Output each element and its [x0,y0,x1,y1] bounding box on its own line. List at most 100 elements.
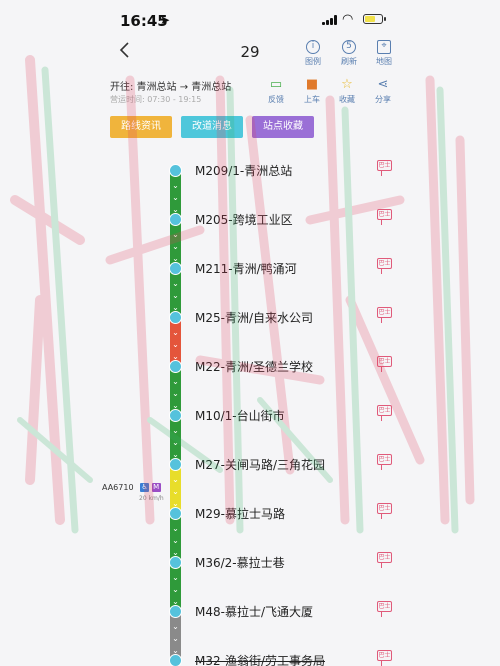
feedback-button[interactable]: ▭ 反馈 [258,78,294,105]
direction-chevron-icon: ⌄ [172,193,179,202]
stop-alert-icon[interactable]: 巴士 [377,552,392,568]
stop-name[interactable]: M211-青洲/鸭涌河 [195,262,297,276]
favorite-label: 收藏 [339,95,355,104]
status-time: 16:45 [120,12,168,30]
direction-chevron-icon: ⌄ [172,524,179,533]
direction-chevron-icon: ⌄ [172,205,179,214]
cellular-signal-icon [322,15,340,25]
stop-alert-icon[interactable]: 巴士 [377,307,392,323]
bus-type-icon: M [151,483,161,492]
stop-name[interactable]: M10/1-台山街市 [195,409,285,423]
route-segment [170,464,181,513]
map-icon: ⌖ [377,40,391,54]
stop-dot[interactable] [169,360,182,373]
direction-chevron-icon: ⌄ [172,352,179,361]
direction-chevron-icon: ⌄ [172,426,179,435]
stop-dot[interactable] [169,262,182,275]
stop-alert-icon[interactable]: 巴士 [377,209,392,225]
stop-alert-icon[interactable]: 巴士 [377,454,392,470]
stop-favorites-chip[interactable]: 站点收藏 [252,116,314,138]
direction-chevron-icon: ⌄ [172,242,179,251]
direction-chevron-icon: ⌄ [172,622,179,631]
map-button[interactable]: ⌖ 地图 [366,40,402,67]
route-segment [170,268,181,317]
back-button[interactable] [118,40,138,64]
direction-chevron-icon: ⌄ [172,279,179,288]
refresh-icon: 5 [342,40,356,54]
direction-chevron-icon: ⌄ [172,487,179,496]
direction-chevron-icon: ⌄ [172,389,179,398]
direction-chevron-icon: ⌄ [172,377,179,386]
location-arrow-icon: ➤ [160,13,171,27]
direction-chevron-icon: ⌄ [172,646,179,655]
stop-name[interactable]: M209/1-青洲总站 [195,164,293,178]
stop-alert-icon[interactable]: 巴士 [377,405,392,421]
stop-dot[interactable] [169,556,182,569]
bus-icon: ■ [305,77,319,92]
stop-name[interactable]: M22-青洲/圣德兰学校 [195,360,313,374]
refresh-label: 刷新 [341,57,357,66]
stop-name[interactable]: M48-慕拉士/飞通大厦 [195,605,313,619]
share-label: 分享 [375,95,391,104]
bus-marker[interactable]: AA6710 ♿ M [102,483,161,492]
direction-chevron-icon: ⌄ [172,340,179,349]
legend-button[interactable]: i 图例 [295,40,331,67]
stop-dot[interactable] [169,654,182,666]
stop-alert-icon[interactable]: 巴士 [377,258,392,274]
diversion-news-chip[interactable]: 改道消息 [181,116,243,138]
route-segment [170,562,181,611]
stop-dot[interactable] [169,458,182,471]
stop-dot[interactable] [169,605,182,618]
stop-alert-icon[interactable]: 巴士 [377,650,392,666]
direction-chevron-icon: ⌄ [172,548,179,557]
refresh-button[interactable]: 5 刷新 [331,40,367,67]
stop-dot[interactable] [169,164,182,177]
stop-dot[interactable] [169,409,182,422]
stop-alert-icon[interactable]: 巴士 [377,503,392,519]
direction-chevron-icon: ⌄ [172,254,179,263]
route-segment [170,219,181,268]
stop-dot[interactable] [169,311,182,324]
chevron-left-icon [119,42,129,58]
stop-alert-icon[interactable]: 巴士 [377,601,392,617]
map-label: 地图 [376,57,392,66]
feedback-icon: ▭ [269,77,283,92]
stop-name[interactable]: M36/2-慕拉士巷 [195,556,285,570]
stop-name[interactable]: M32-渔翁街/劳工事务局 [195,654,325,666]
bus-plate: AA6710 [102,483,134,492]
stop-dot[interactable] [169,213,182,226]
route-info-chip[interactable]: 路线资讯 [110,116,172,138]
direction-chevron-icon: ⌄ [172,536,179,545]
star-icon: ☆ [341,77,353,92]
route-segment [170,611,181,660]
stop-alert-icon[interactable]: 巴士 [377,356,392,372]
route-segment [170,513,181,562]
bus-speed: 20 km/h [139,495,164,502]
service-time: 营运时间: 07:30 - 19:15 [110,95,202,104]
favorite-button[interactable]: ☆ 收藏 [329,78,365,105]
direction-chevron-icon: ⌄ [172,634,179,643]
direction-chevron-icon: ⌄ [172,328,179,337]
board-button[interactable]: ■ 上车 [294,78,330,105]
info-icon: i [306,40,320,54]
share-button[interactable]: ⋖ 分享 [365,78,401,105]
direction-chevron-icon: ⌄ [172,303,179,312]
accessible-icon: ♿ [140,483,150,492]
feedback-label: 反馈 [268,95,284,104]
direction-chevron-icon: ⌄ [172,499,179,508]
share-icon: ⋖ [377,77,389,92]
stop-alert-icon[interactable]: 巴士 [377,160,392,176]
stop-name[interactable]: M29-慕拉士马路 [195,507,285,521]
stop-dot[interactable] [169,507,182,520]
route-segment [170,170,181,219]
route-segment [170,366,181,415]
stop-name[interactable]: M27-关闸马路/三角花园 [195,458,325,472]
stop-name[interactable]: M25-青洲/自来水公司 [195,311,313,325]
wifi-icon: ◠ [342,12,354,27]
direction-chevron-icon: ⌄ [172,573,179,582]
stop-name[interactable]: M205-跨境工业区 [195,213,293,227]
direction-chevron-icon: ⌄ [172,450,179,459]
direction-chevron-icon: ⌄ [172,597,179,606]
direction-chevron-icon: ⌄ [172,475,179,484]
direction-chevron-icon: ⌄ [172,438,179,447]
